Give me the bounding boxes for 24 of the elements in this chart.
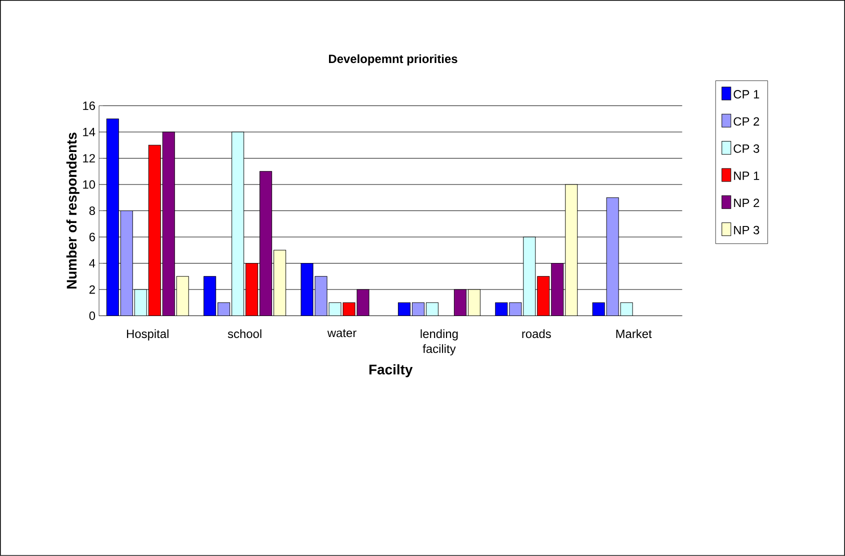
y-tick-label: 16 (83, 102, 95, 110)
y-axis-title: Number of respondents (66, 132, 80, 289)
x-tick-label: water (327, 329, 356, 338)
y-tick-label: 2 (89, 285, 95, 294)
y-tick-label: 10 (83, 180, 96, 189)
legend-label: NP 1 (734, 172, 760, 180)
x-tick-label: Hospital (127, 329, 168, 340)
chart-title: Developemnt priorities (329, 54, 458, 66)
x-tick-label: school (228, 329, 262, 338)
x-tick-label: roads (522, 329, 551, 338)
y-tick-label: 6 (89, 232, 95, 242)
legend-label: CP 3 (734, 144, 760, 153)
y-tick-label: 12 (83, 154, 95, 162)
x-axis-title: Facilty (369, 364, 413, 378)
y-tick-label: 8 (89, 206, 95, 216)
legend-label: CP 2 (734, 117, 760, 126)
y-tick-label: 14 (83, 128, 96, 136)
legend-label: NP 2 (734, 198, 760, 208)
legend-label: CP 1 (734, 90, 760, 99)
y-tick-label: 4 (89, 259, 96, 268)
legend-label: NP 3 (734, 226, 760, 234)
y-tick-label: 0 (89, 312, 96, 320)
x-tick-label: Market (616, 329, 652, 338)
x-tick-label: lending facility (420, 329, 458, 356)
